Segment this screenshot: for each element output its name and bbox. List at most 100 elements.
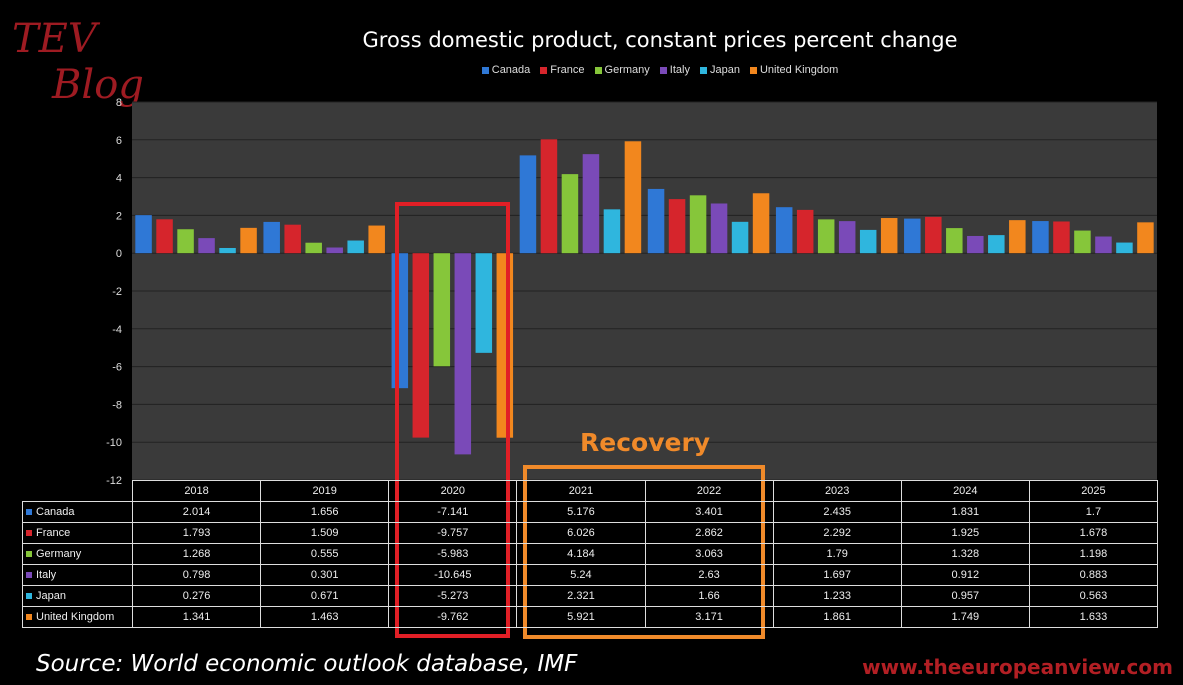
table-cell: 1.861	[772, 606, 902, 628]
bar-united-kingdom-2022	[752, 193, 770, 254]
table-cell: 3.063	[644, 543, 774, 565]
table-cell: 3.171	[644, 606, 774, 628]
table-cell: 1.749	[900, 606, 1030, 628]
source-text: Source: World economic outlook database,…	[36, 651, 578, 677]
table-cell: 1.328	[900, 543, 1030, 565]
table-cell: 1.66	[644, 585, 774, 607]
bar-canada-2019	[263, 221, 280, 254]
y-tick-label: -4	[112, 324, 122, 336]
table-cell: 1.463	[260, 606, 390, 628]
bar-france-2022	[668, 199, 686, 254]
table-row: Canada 2.014 1.656 -7.141 5.176 3.401 2.435 1.8…	[22, 501, 1159, 523]
table-header-year: 2020	[388, 480, 518, 502]
table-cell: -7.141	[388, 501, 518, 523]
bar-canada-2023	[775, 207, 793, 254]
y-tick-label: 0	[116, 248, 122, 260]
table-cell: 1.697	[772, 564, 902, 586]
bar-germany-2019	[305, 242, 322, 254]
legend-item: Canada	[481, 64, 531, 76]
legend-item: France	[540, 64, 585, 76]
table-cell: 2.862	[644, 522, 774, 544]
table-header-year: 2025	[1028, 480, 1159, 502]
table-cell: 1.656	[260, 501, 390, 523]
bar-canada-2021	[519, 155, 537, 254]
table-row-name: France	[36, 527, 71, 539]
bar-united-kingdom-2024	[1009, 220, 1026, 254]
y-tick-label: 8	[116, 97, 122, 109]
table-cell: -9.762	[388, 606, 518, 628]
table-header-year: 2019	[260, 480, 390, 502]
bar-japan-2025	[1116, 242, 1133, 254]
table-cell: 1.341	[131, 606, 262, 628]
table-cell: 0.912	[900, 564, 1030, 586]
y-tick-label: -2	[112, 286, 122, 298]
table-cell: 1.925	[900, 522, 1030, 544]
table-cell: 0.798	[131, 564, 262, 586]
logo-line1: TEV	[12, 16, 101, 62]
legend-label: Japan	[709, 64, 740, 76]
bar-italy-2022	[710, 203, 728, 254]
bar-canada-2025	[1032, 221, 1049, 254]
table-cell: 0.563	[1028, 585, 1159, 607]
table-row: United Kingdom 1.341 1.463 -9.762 5.921 3.171…	[22, 606, 1159, 628]
highlight-box-2020	[395, 202, 510, 638]
table-cell: 5.176	[516, 501, 646, 523]
table-row-label: France	[22, 522, 133, 544]
bar-italy-2019	[326, 247, 343, 254]
legend-swatch	[659, 66, 667, 74]
table-row-swatch	[26, 509, 32, 516]
bar-japan-2022	[731, 221, 749, 254]
bar-germany-2020	[433, 253, 451, 367]
bar-germany-2025	[1074, 230, 1091, 254]
table-cell: -5.983	[388, 543, 518, 565]
y-tick-label: 2	[116, 210, 122, 222]
table-cell: 1.233	[772, 585, 902, 607]
legend-item: Japan	[699, 64, 740, 76]
table-cell: 1.793	[131, 522, 262, 544]
table-cell: 6.026	[516, 522, 646, 544]
bar-france-2019	[284, 224, 301, 254]
table-cell: 5.921	[516, 606, 646, 628]
table-cell: 2.435	[772, 501, 902, 523]
website-link[interactable]: www.theeuropeanview.com	[862, 655, 1173, 679]
table-row-label: United Kingdom	[22, 606, 133, 628]
bar-germany-2024	[946, 228, 963, 254]
table-header-row: 2018 2019 2020 2021 2022 2023 2024 2025	[23, 480, 1159, 502]
table-header-year: 2022	[644, 480, 774, 502]
y-tick-label: 6	[116, 135, 122, 147]
bar-japan-2021	[603, 209, 621, 254]
legend-swatch	[481, 66, 489, 74]
recovery-annotation: Recovery	[580, 428, 711, 457]
legend-label: Germany	[604, 64, 650, 76]
table-row: Italy 0.798 0.301 -10.645 5.24 2.63 1.697 0.912…	[22, 564, 1159, 586]
table-row-name: United Kingdom	[36, 611, 115, 623]
legend-item: United Kingdom	[749, 64, 839, 76]
legend-label: United Kingdom	[759, 64, 839, 76]
chart-legend: Canada France Germany Italy Japan United King…	[300, 64, 1020, 76]
table-cell: -5.273	[388, 585, 518, 607]
table-cell: 1.831	[900, 501, 1030, 523]
table-cell: 1.678	[1028, 522, 1159, 544]
table-row-label: Japan	[22, 585, 133, 607]
table-cell: 1.633	[1028, 606, 1159, 628]
table-cell: 0.671	[260, 585, 390, 607]
bar-united-kingdom-2019	[368, 225, 385, 254]
tev-blog-logo: TEV Blog	[12, 16, 144, 108]
table-corner	[23, 481, 133, 502]
table-cell: 2.321	[516, 585, 646, 607]
bar-germany-2022	[689, 195, 707, 254]
table-cell: 0.555	[260, 543, 390, 565]
bar-canada-2022	[647, 188, 665, 254]
table-row: France 1.793 1.509 -9.757 6.026 2.862 2.292 1.9…	[22, 522, 1159, 544]
legend-label: Canada	[491, 64, 531, 76]
bar-united-kingdom-2023	[880, 218, 898, 254]
bar-italy-2023	[838, 221, 856, 254]
bar-germany-2021	[561, 174, 579, 254]
table-row-label: Canada	[22, 501, 133, 523]
bar-germany-2018	[177, 229, 194, 254]
table-header-year: 2018	[131, 480, 262, 502]
bar-france-2023	[796, 209, 814, 254]
table-cell: 1.509	[260, 522, 390, 544]
table-cell: 1.79	[772, 543, 902, 565]
table-cell: 2.292	[772, 522, 902, 544]
